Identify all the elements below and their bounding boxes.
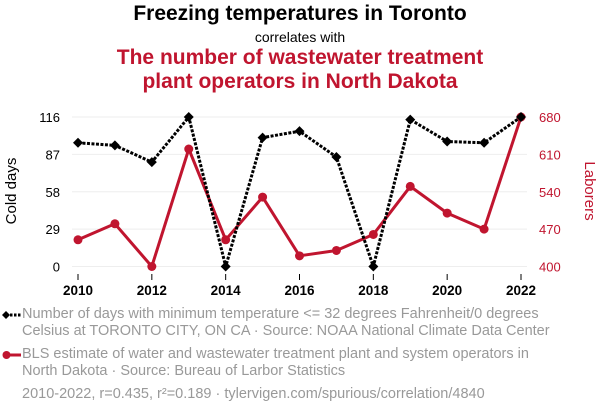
chart-svg: 0 400 29 470 58 540 87 610 116 680 2010 2012 2014 201… (3, 110, 598, 298)
legend-text-line2: North Dakota · Source: Bureau of Larbor … (22, 363, 346, 379)
data-point-diamond (479, 137, 490, 148)
x-tick-label: 2016 (284, 283, 315, 298)
legend-text-line1: Number of days with minimum temperature … (22, 306, 539, 322)
y-axis-label-left: Cold days (3, 158, 20, 225)
data-point-diamond (331, 151, 342, 162)
data-point-diamond (442, 136, 453, 147)
y-tick-label-left: 87 (46, 147, 60, 162)
data-point-circle (221, 235, 231, 245)
x-tick-label: 2022 (506, 283, 536, 298)
x-tick-label: 2012 (137, 283, 167, 298)
legend-circle-line-icon (2, 351, 21, 359)
data-point-diamond (294, 126, 305, 137)
legend-text-line2: Celsius at TORONTO CITY, ON CA · Source:… (22, 323, 550, 339)
title2-line1: The number of wastewater treatment (116, 46, 484, 69)
chart-title-secondary: The number of wastewater treatment plant… (0, 46, 600, 94)
chart-footer: 2010-2022, r=0.435, r²=0.189 · tylervige… (22, 386, 485, 402)
y-tick-label-left: 116 (39, 110, 60, 125)
y-tick-label-right: 680 (539, 110, 561, 125)
data-point-circle (331, 245, 341, 255)
x-tick-label: 2010 (63, 283, 93, 298)
legend-diamond-dotted-icon (2, 311, 21, 319)
x-tick-label: 2020 (432, 283, 462, 298)
y-tick-label-right: 470 (539, 222, 561, 237)
data-point-circle (258, 192, 268, 202)
y-tick-label-right: 400 (539, 260, 561, 275)
legend-item-laborers: BLS estimate of water and wastewater tre… (2, 346, 597, 380)
data-point-diamond (405, 114, 416, 125)
y-tick-label-right: 540 (539, 185, 561, 200)
y-axis-label-right: Laborers (581, 161, 598, 220)
data-point-circle (368, 229, 378, 239)
y-tick-label-right: 610 (539, 147, 561, 162)
legend-text-line1: BLS estimate of water and wastewater tre… (22, 346, 529, 362)
legend-item-cold-days: Number of days with minimum temperature … (2, 306, 597, 340)
title2-line2: plant operators in North Dakota (142, 70, 458, 93)
data-point-diamond (183, 112, 194, 122)
data-point-circle (147, 262, 157, 271)
data-point-circle (442, 208, 452, 218)
data-point-circle (479, 224, 489, 234)
data-point-diamond (220, 261, 231, 272)
x-tick-label: 2014 (211, 283, 242, 298)
data-point-diamond (368, 261, 379, 272)
y-tick-label-left: 29 (46, 222, 60, 237)
data-point-circle (184, 144, 194, 154)
data-point-diamond (516, 112, 526, 122)
chart-subtitle: correlates with (254, 29, 346, 45)
data-point-circle (73, 235, 83, 245)
x-tick-label: 2018 (358, 283, 389, 298)
data-point-circle (295, 251, 304, 261)
data-point-diamond (73, 137, 83, 148)
data-point-circle (405, 181, 415, 191)
y-tick-label-left: 58 (46, 185, 60, 200)
data-point-diamond (257, 132, 268, 143)
chart-title: Freezing temperatures in Toronto (133, 2, 467, 25)
data-point-diamond (109, 140, 120, 151)
data-point-diamond (146, 157, 157, 168)
data-point-circle (110, 219, 120, 229)
y-tick-label-left: 0 (53, 260, 60, 275)
